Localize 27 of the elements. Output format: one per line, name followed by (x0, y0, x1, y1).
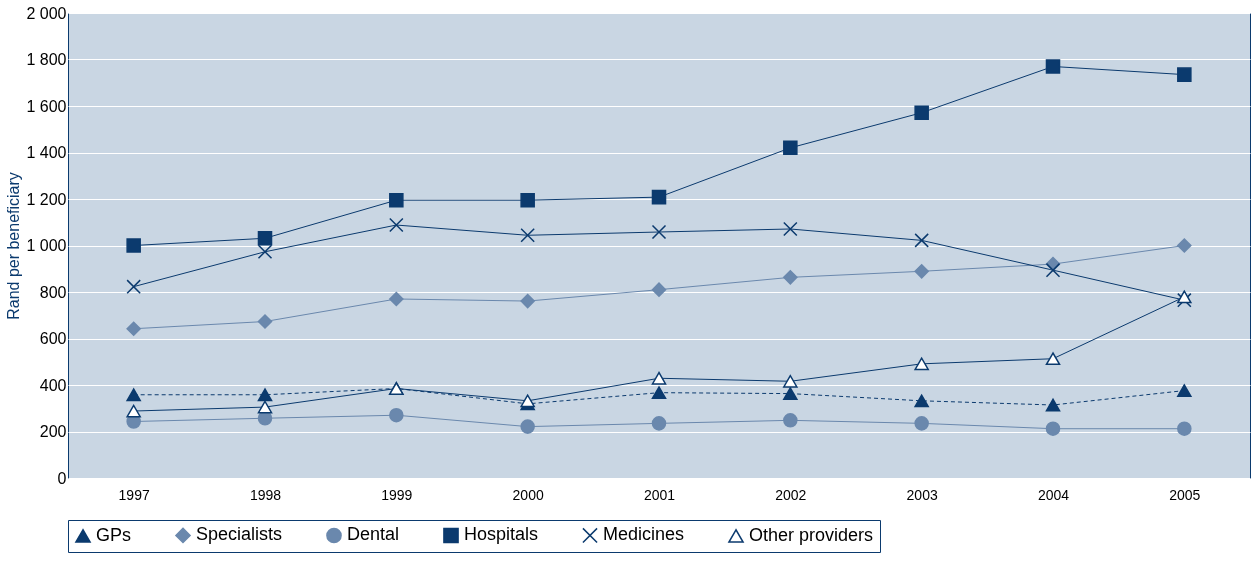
legend-label: Specialists (196, 524, 283, 545)
y-tick-label: 1 200 (26, 190, 67, 208)
y-tick-label: 1 600 (26, 97, 67, 115)
y-tick-label: 0 (57, 469, 67, 487)
y-tick-label: 800 (39, 283, 67, 301)
y-tick-label: 1 400 (26, 144, 67, 161)
y-tick-label: 200 (39, 423, 67, 440)
y-tick-label: 600 (39, 330, 67, 347)
x-tick-label: 2001 (643, 486, 676, 503)
y-tick-label: 1 000 (26, 237, 67, 254)
y-tick-label: 2 000 (26, 4, 67, 22)
legend-label: Medicines (603, 524, 685, 545)
legend-label: Hospitals (464, 524, 539, 545)
y-tick-label: 1 800 (26, 51, 67, 68)
x-tick-label: 1998 (249, 486, 282, 503)
x-tick-label: 1999 (381, 486, 413, 503)
x-tick-label: 2003 (906, 486, 938, 503)
x-tick-label: 1997 (118, 486, 150, 503)
y-tick-label: 400 (39, 376, 67, 394)
x-tick-label: 2002 (775, 486, 807, 503)
legend-label: Dental (347, 524, 400, 545)
y-axis-title: Rand per beneficiary (5, 172, 23, 320)
x-tick-label: 2004 (1037, 486, 1070, 503)
x-tick-label: 2000 (512, 486, 544, 503)
x-tick-label: 2005 (1169, 486, 1201, 503)
legend-label: Other providers (749, 524, 874, 545)
legend-label: GPs (96, 524, 132, 545)
